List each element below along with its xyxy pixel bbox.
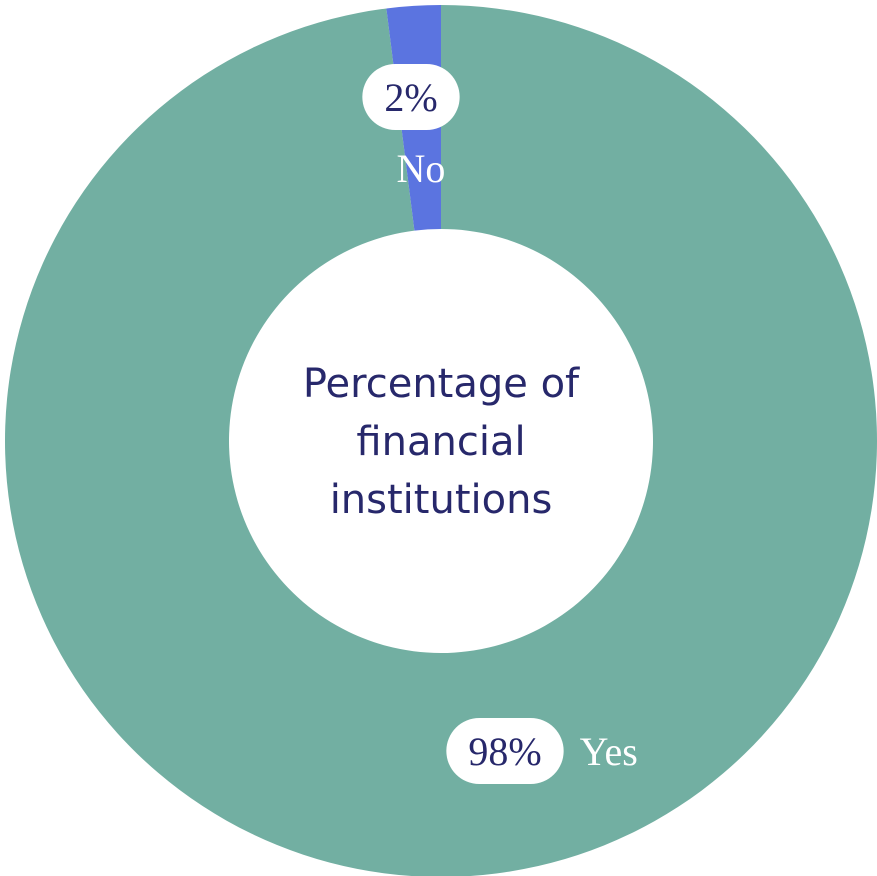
value-label: 2% <box>384 75 437 120</box>
category-label: Yes <box>580 729 638 774</box>
label-pill <box>362 64 460 130</box>
slice <box>5 5 877 876</box>
category-label: No <box>397 146 446 191</box>
value-label: 98% <box>468 729 541 774</box>
center-title: Percentage of financial institutions <box>302 361 580 523</box>
label-pill <box>446 718 564 784</box>
